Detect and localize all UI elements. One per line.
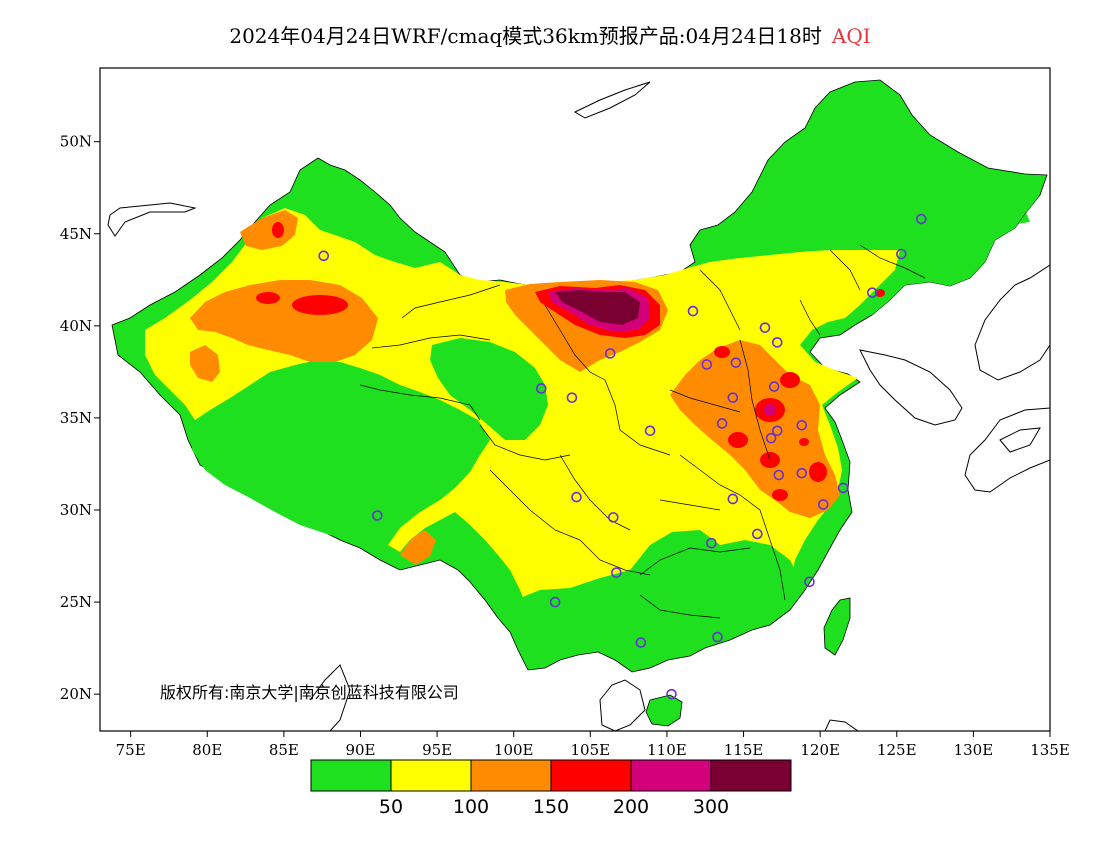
lon-tick-label: 135E xyxy=(1030,741,1070,759)
station-marker xyxy=(727,392,739,403)
station-marker xyxy=(701,359,713,370)
station-marker xyxy=(759,322,771,333)
aqi-scale-swatch xyxy=(310,759,392,792)
lon-tick-label: 120E xyxy=(800,741,840,759)
station-marker xyxy=(817,499,829,510)
map-title: 2024年04月24日WRF/cmaq模式36km预报产品:04月24日18时 A… xyxy=(0,20,1100,49)
station-marker xyxy=(768,381,780,392)
aqi-scale-swatch xyxy=(710,759,792,792)
station-marker xyxy=(318,250,330,262)
station-marker xyxy=(666,688,677,700)
orange-zone-yunnan-gap xyxy=(400,530,436,565)
station-marker xyxy=(796,419,808,431)
lon-ticks: 75E 80E 85E 90E 95E 100E 105E 110E 115E 120E 125E 1… xyxy=(116,731,1070,759)
station-marker xyxy=(915,213,927,225)
station-marker xyxy=(608,512,619,523)
aqi-scale-swatch xyxy=(630,759,712,792)
copyright-text: 版权所有:南京大学|南京创蓝科技有限公司 xyxy=(160,683,459,702)
station-marker xyxy=(706,537,717,549)
lon-tick-label: 80E xyxy=(192,741,222,759)
lon-tick-label: 100E xyxy=(494,741,534,759)
lat-tick-label: 45N xyxy=(60,225,92,243)
darkred-zone-hetao xyxy=(555,290,640,325)
lat-tick-label: 50N xyxy=(60,133,92,151)
map-frame xyxy=(99,67,1051,732)
aqi-scale-swatch xyxy=(550,759,632,792)
green-pocket-tibet xyxy=(192,390,460,540)
aqi-color-scale xyxy=(310,759,792,792)
lon-tick-label: 130E xyxy=(954,741,994,759)
title-variable: AQI xyxy=(831,24,871,48)
lon-tick-label: 125E xyxy=(877,741,917,759)
lat-tick-label: 20N xyxy=(60,685,92,703)
station-marker xyxy=(896,248,907,260)
aqi-scale-label: 200 xyxy=(613,796,649,818)
lat-ticks: 50N 45N 40N 35N 30N 25N 20N xyxy=(60,133,100,703)
station-marker xyxy=(566,392,578,403)
lon-tick-label: 75E xyxy=(116,741,146,759)
lat-tick-label: 25N xyxy=(60,593,92,611)
orange-zone-tarim-west xyxy=(190,345,220,382)
green-pocket-south xyxy=(515,530,800,665)
station-marker xyxy=(604,348,616,359)
station-marker xyxy=(771,337,783,348)
station-marker xyxy=(549,596,561,608)
station-marker xyxy=(571,491,582,503)
map-content: 版权所有:南京大学|南京创蓝科技有限公司 xyxy=(107,79,1050,731)
aqi-scale-label: 150 xyxy=(533,796,569,818)
station-marker xyxy=(771,425,783,437)
lon-tick-label: 110E xyxy=(647,741,687,759)
station-markers xyxy=(318,213,927,700)
station-marker xyxy=(644,425,656,437)
orange-zone-junggar xyxy=(240,210,298,250)
lon-tick-label: 85E xyxy=(269,741,299,759)
lon-tick-label: 105E xyxy=(571,741,611,759)
station-marker xyxy=(837,482,849,494)
lat-tick-label: 40N xyxy=(60,317,92,335)
coastlines xyxy=(107,81,1050,731)
station-marker xyxy=(773,469,785,481)
station-marker xyxy=(716,418,728,429)
aqi-scale-label: 300 xyxy=(693,796,729,818)
station-marker xyxy=(752,528,763,540)
lat-tick-label: 30N xyxy=(60,501,92,519)
hainan-island xyxy=(645,694,683,727)
aqi-scale-label: 100 xyxy=(453,796,489,818)
station-marker xyxy=(687,305,699,317)
station-marker xyxy=(712,631,723,643)
station-marker xyxy=(796,467,808,479)
lon-tick-label: 90E xyxy=(345,741,375,759)
taiwan-island xyxy=(823,597,851,656)
green-pocket-northeast xyxy=(830,195,1040,315)
station-marker xyxy=(372,510,383,521)
aqi-scale-swatch xyxy=(390,759,472,792)
station-marker xyxy=(727,493,739,505)
green-pocket-qinghai xyxy=(430,338,548,440)
lon-tick-label: 95E xyxy=(422,741,452,759)
province-boundaries xyxy=(359,244,926,619)
station-marker xyxy=(804,576,815,588)
station-marker xyxy=(635,637,647,648)
lon-tick-label: 115E xyxy=(724,741,764,759)
station-marker xyxy=(730,357,742,368)
aqi-scale-swatch xyxy=(470,759,552,792)
aqi-scale-labels: 50 100 150 200 300 xyxy=(379,796,729,818)
station-marker xyxy=(866,287,878,298)
title-main: 2024年04月24日WRF/cmaq模式36km预报产品:04月24日18时 xyxy=(229,24,822,48)
station-marker xyxy=(535,383,547,394)
lat-tick-label: 35N xyxy=(60,409,92,427)
aqi-scale-label: 50 xyxy=(379,796,403,818)
magenta-zone-shandong xyxy=(764,404,776,416)
station-marker xyxy=(765,432,777,444)
station-marker xyxy=(611,567,622,578)
